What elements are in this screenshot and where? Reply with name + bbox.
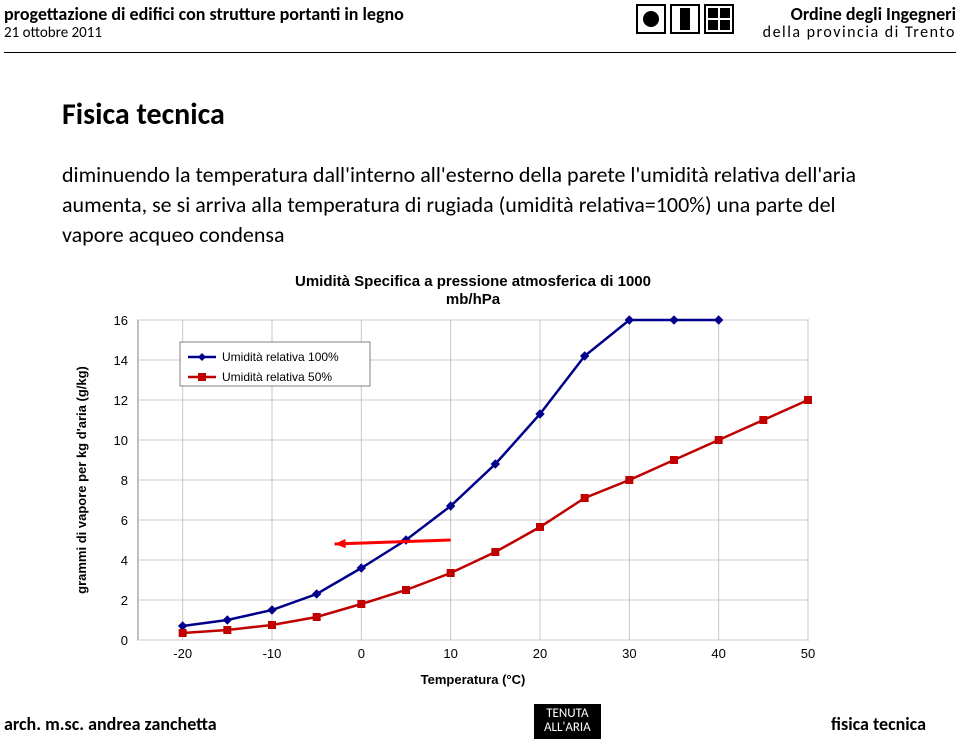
svg-text:grammi di vapore per kg d'aria: grammi di vapore per kg d'aria (g/kg) <box>74 366 89 594</box>
svg-text:40: 40 <box>711 646 725 661</box>
svg-text:mb/hPa: mb/hPa <box>446 291 501 308</box>
footer-author: arch. m.sc. andrea zanchetta <box>4 713 217 735</box>
logo-icon-3 <box>704 4 734 34</box>
chart-svg: Umidità Specifica a pressione atmosferic… <box>68 270 828 690</box>
org-subtitle: della provincia di Trento <box>763 24 956 42</box>
svg-text:-20: -20 <box>173 646 192 661</box>
slide-page: progettazione di edifici con strutture p… <box>0 0 960 745</box>
svg-text:4: 4 <box>121 553 128 568</box>
svg-text:14: 14 <box>114 353 128 368</box>
svg-text:Umidità Specifica a pressione: Umidità Specifica a pressione atmosferic… <box>295 273 651 290</box>
svg-text:2: 2 <box>121 593 128 608</box>
section-title: Fisica tecnica <box>62 96 225 133</box>
org-name: Ordine degli Ingegneri <box>763 4 956 24</box>
svg-text:50: 50 <box>801 646 815 661</box>
footer-badge: TENUTA ALL'ARIA <box>534 704 601 739</box>
svg-text:20: 20 <box>533 646 547 661</box>
footer: arch. m.sc. andrea zanchetta TENUTA ALL'… <box>4 705 956 739</box>
svg-text:6: 6 <box>121 513 128 528</box>
course-date: 21 ottobre 2011 <box>4 24 404 42</box>
header: progettazione di edifici con strutture p… <box>4 4 956 56</box>
svg-text:Umidità relativa 100%: Umidità relativa 100% <box>222 350 339 364</box>
course-title: progettazione di edifici con strutture p… <box>4 4 404 24</box>
svg-text:0: 0 <box>358 646 365 661</box>
header-icons <box>636 4 734 34</box>
logo-icon-1 <box>636 4 666 34</box>
svg-text:10: 10 <box>443 646 457 661</box>
svg-text:Umidità relativa 50%: Umidità relativa 50% <box>222 370 332 384</box>
svg-text:30: 30 <box>622 646 636 661</box>
footer-topic: fisica tecnica <box>831 713 926 735</box>
humidity-chart: Umidità Specifica a pressione atmosferic… <box>68 270 828 690</box>
svg-text:0: 0 <box>121 633 128 648</box>
svg-text:Temperatura (°C): Temperatura (°C) <box>421 672 526 687</box>
header-right: Ordine degli Ingegneri della provincia d… <box>763 4 956 42</box>
header-left: progettazione di edifici con strutture p… <box>4 4 404 42</box>
logo-icon-2 <box>670 4 700 34</box>
body-text: diminuendo la temperatura dall'interno a… <box>62 160 892 250</box>
svg-text:10: 10 <box>114 433 128 448</box>
svg-text:-10: -10 <box>263 646 282 661</box>
badge-line-2: ALL'ARIA <box>544 721 591 735</box>
svg-text:8: 8 <box>121 473 128 488</box>
header-divider <box>4 52 956 53</box>
svg-text:12: 12 <box>114 393 128 408</box>
svg-text:16: 16 <box>114 313 128 328</box>
badge-line-1: TENUTA <box>544 707 591 721</box>
